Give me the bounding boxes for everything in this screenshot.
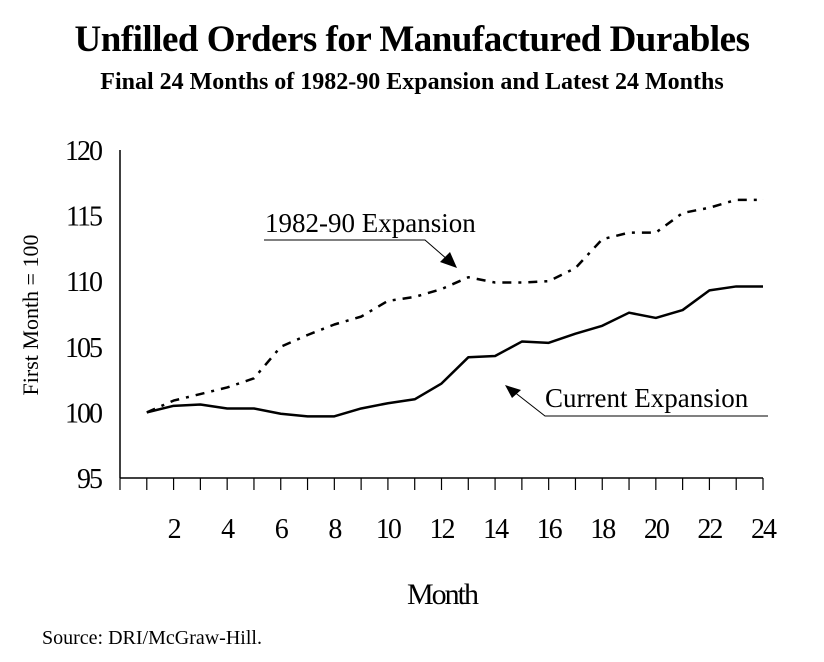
y-axis-title: First Month = 100 bbox=[18, 235, 43, 396]
x-tick-label: 18 bbox=[590, 514, 615, 545]
annotations: 1982-90 Expansion Current Expansion bbox=[264, 208, 768, 417]
x-axis-title: Month bbox=[407, 578, 479, 611]
current-expansion-line bbox=[146, 285, 763, 418]
x-tick-label: 16 bbox=[537, 514, 563, 545]
y-tick-label: 115 bbox=[66, 202, 102, 233]
x-tick-label: 10 bbox=[376, 514, 401, 545]
x-tick-label: 24 bbox=[751, 514, 777, 545]
chart-title: Unfilled Orders for Manufactured Durable… bbox=[74, 19, 750, 60]
x-tick-label: 6 bbox=[275, 514, 289, 545]
x-tick-label: 22 bbox=[697, 514, 722, 545]
arrowhead-icon bbox=[505, 385, 521, 398]
chart-subtitle: Final 24 Months of 1982-90 Expansion and… bbox=[100, 69, 724, 95]
x-tick-label: 12 bbox=[430, 514, 455, 545]
series-lines bbox=[146, 198, 764, 418]
x-tick-label: 8 bbox=[328, 514, 341, 545]
annotation-1982-90-label: 1982-90 Expansion bbox=[265, 208, 476, 238]
annotation-current-leader bbox=[512, 390, 768, 417]
y-tick-label: 95 bbox=[77, 464, 102, 495]
source-note: Source: DRI/McGraw-Hill. bbox=[42, 627, 262, 649]
y-tick-label: 110 bbox=[66, 267, 102, 298]
x-tick-label: 4 bbox=[221, 514, 235, 545]
y-tick-label: 120 bbox=[65, 136, 102, 167]
axes bbox=[119, 150, 764, 490]
x-tick-label: 2 bbox=[168, 514, 181, 545]
y-tick-label: 100 bbox=[65, 398, 102, 429]
annotation-1982-90-leader bbox=[264, 239, 449, 261]
expansion-1982-90-line bbox=[146, 198, 763, 414]
x-tick-label: 20 bbox=[644, 514, 669, 545]
arrowhead-icon bbox=[440, 252, 457, 268]
x-tick-label: 14 bbox=[483, 514, 509, 545]
annotation-current-label: Current Expansion bbox=[545, 383, 749, 413]
y-tick-label: 105 bbox=[65, 333, 102, 364]
